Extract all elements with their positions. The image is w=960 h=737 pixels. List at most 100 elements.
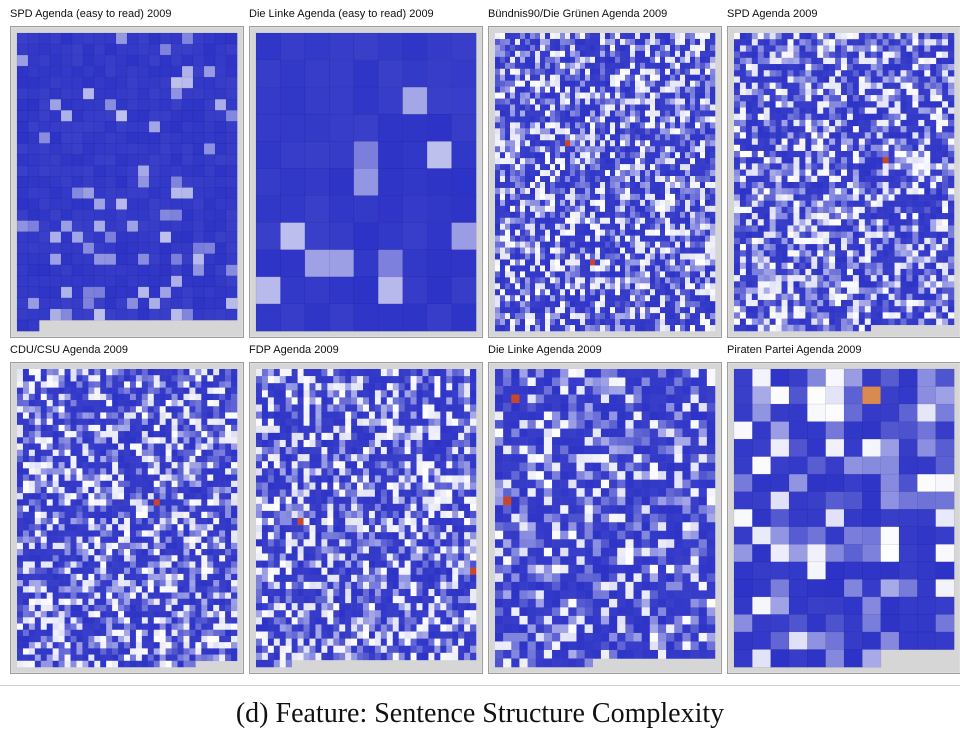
heatmap-cell bbox=[924, 126, 931, 133]
heatmap-cell bbox=[775, 64, 782, 71]
heatmap-cell bbox=[793, 126, 800, 133]
heatmap-cell bbox=[870, 144, 877, 152]
heatmap-cell bbox=[799, 70, 806, 77]
heatmap-cell bbox=[214, 242, 227, 255]
heatmap-cell bbox=[948, 281, 955, 288]
heatmap-cell bbox=[495, 223, 501, 230]
heatmap-cell bbox=[377, 141, 404, 170]
heatmap-cell bbox=[675, 259, 681, 266]
heatmap-cell bbox=[680, 241, 686, 248]
heatmap-cell bbox=[565, 182, 571, 189]
heatmap-cell bbox=[550, 319, 556, 326]
heatmap-cell bbox=[841, 318, 848, 326]
heatmap-cell bbox=[560, 122, 566, 129]
heatmap-cell bbox=[734, 306, 741, 313]
heatmap-cell bbox=[595, 68, 601, 75]
heatmap-cell bbox=[650, 313, 656, 320]
heatmap-cell bbox=[159, 431, 166, 438]
heatmap-cell bbox=[670, 307, 676, 314]
heatmap-cell bbox=[823, 51, 830, 59]
heatmap-cell bbox=[34, 431, 42, 438]
heatmap-cell bbox=[650, 170, 656, 177]
heatmap-cell bbox=[148, 231, 161, 244]
heatmap-cell bbox=[948, 95, 955, 102]
heatmap-cell bbox=[550, 176, 556, 183]
heatmap-cell bbox=[846, 268, 854, 276]
heatmap-cell bbox=[846, 70, 854, 77]
heatmap-cell bbox=[104, 176, 117, 189]
heatmap-cell bbox=[775, 163, 782, 170]
heatmap-cell bbox=[560, 140, 566, 147]
heatmap-cell bbox=[710, 146, 716, 153]
heatmap-cell bbox=[680, 44, 686, 52]
heatmap-cell bbox=[545, 44, 551, 52]
heatmap-cell bbox=[159, 242, 172, 255]
heatmap-cell bbox=[835, 200, 842, 208]
heatmap-cell bbox=[71, 209, 84, 222]
heatmap-cell bbox=[16, 242, 29, 255]
heatmap-cell bbox=[763, 113, 770, 121]
heatmap-cell bbox=[680, 182, 686, 189]
heatmap-cell bbox=[829, 262, 836, 270]
heatmap-cell bbox=[817, 256, 824, 263]
heatmap-cell bbox=[540, 56, 546, 64]
heatmap-cell bbox=[610, 146, 616, 153]
heatmap-cell bbox=[894, 194, 901, 201]
heatmap-cell bbox=[924, 39, 931, 46]
heatmap-cell bbox=[841, 200, 848, 208]
heatmap-cell bbox=[219, 387, 226, 395]
heatmap-cell bbox=[600, 62, 606, 70]
heatmap-cell bbox=[710, 164, 716, 171]
heatmap-cell bbox=[710, 313, 716, 320]
heatmap-cell bbox=[71, 87, 84, 100]
heatmap-cell bbox=[620, 176, 626, 183]
heatmap-cell bbox=[530, 80, 536, 87]
heatmap-cell bbox=[948, 275, 955, 282]
heatmap-cell bbox=[734, 194, 741, 201]
heatmap-cell bbox=[924, 88, 931, 96]
heatmap-cell bbox=[876, 250, 883, 257]
heatmap-cell bbox=[751, 194, 759, 201]
heatmap-cell bbox=[775, 169, 782, 177]
heatmap-cell bbox=[787, 262, 794, 270]
heatmap-cell bbox=[793, 119, 800, 127]
heatmap-cell bbox=[829, 324, 836, 332]
chart-cell: SPD Agenda 2009 bbox=[717, 0, 960, 338]
heatmap-cell bbox=[280, 59, 306, 88]
heatmap-cell bbox=[575, 235, 581, 242]
heatmap-cell bbox=[192, 109, 205, 122]
heatmap-cell bbox=[823, 306, 830, 313]
heatmap-cell bbox=[936, 76, 943, 83]
heatmap-cell bbox=[560, 80, 566, 87]
heatmap-cell bbox=[888, 237, 895, 245]
heatmap-cell bbox=[852, 219, 860, 226]
heatmap-cell bbox=[159, 375, 166, 382]
heatmap-cell bbox=[912, 244, 919, 251]
heatmap-cell bbox=[793, 163, 800, 170]
heatmap-cell bbox=[640, 50, 646, 58]
heatmap-cell bbox=[680, 56, 686, 64]
heatmap-cell bbox=[630, 50, 636, 58]
heatmap-cell bbox=[805, 175, 812, 183]
heatmap-cell bbox=[894, 175, 901, 183]
heatmap-cell bbox=[700, 187, 706, 195]
heatmap-cell bbox=[775, 200, 782, 208]
heatmap-cell bbox=[495, 134, 501, 141]
heatmap-cell bbox=[535, 44, 541, 52]
heatmap-cell bbox=[426, 303, 453, 332]
heatmap-cell bbox=[787, 206, 794, 214]
heatmap-cell bbox=[705, 158, 711, 165]
heatmap-cell bbox=[817, 144, 824, 152]
heatmap-cell bbox=[695, 259, 701, 266]
heatmap-cell bbox=[225, 406, 232, 413]
heatmap-cell bbox=[570, 86, 576, 93]
heatmap-cell bbox=[183, 375, 190, 382]
heatmap-cell bbox=[515, 68, 521, 75]
heatmap-cell bbox=[700, 229, 706, 236]
heatmap-cell bbox=[745, 126, 753, 133]
heatmap-cell bbox=[620, 92, 626, 99]
heatmap-cell bbox=[660, 247, 666, 254]
heatmap-cell bbox=[181, 165, 194, 178]
heatmap-cell bbox=[948, 225, 955, 232]
heatmap-cell bbox=[700, 68, 706, 75]
